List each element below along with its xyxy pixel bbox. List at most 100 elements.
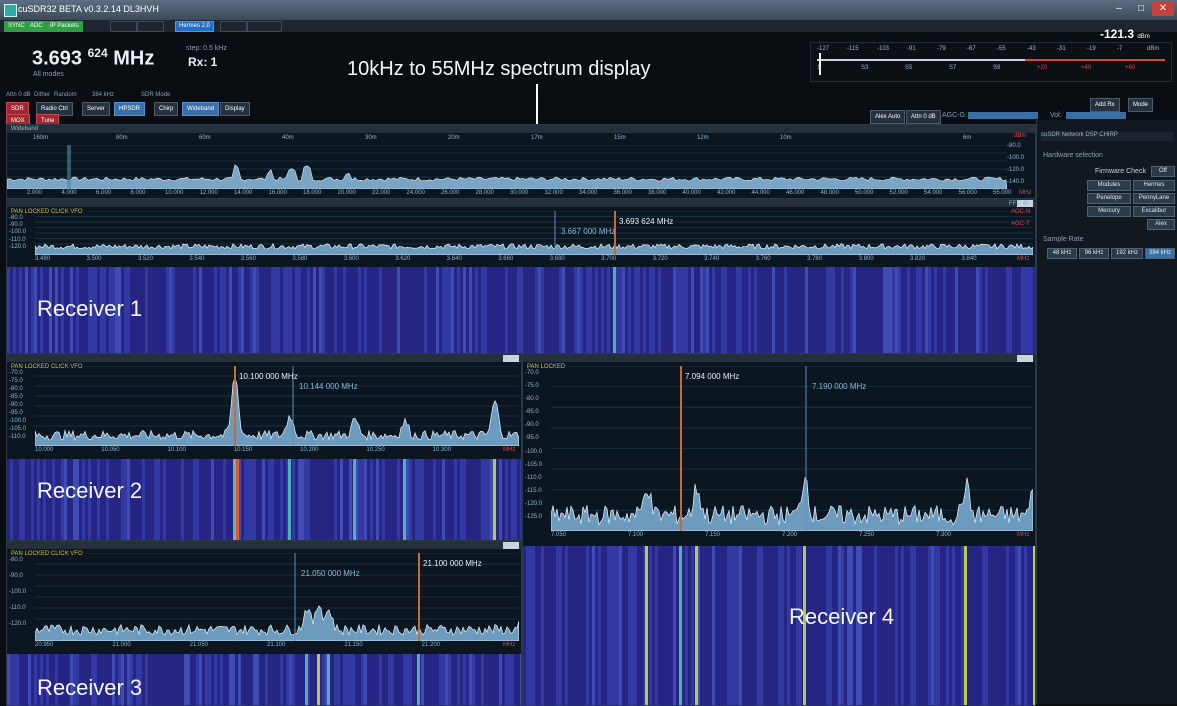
- firmware-check-toggle[interactable]: Off: [1151, 166, 1175, 177]
- waterfall-column: [274, 267, 277, 354]
- server-button[interactable]: Server: [82, 102, 110, 116]
- pennylane-button[interactable]: PennyLane: [1133, 193, 1175, 204]
- waterfall-column: [886, 267, 889, 354]
- attn-button[interactable]: Attn 0 dB: [906, 110, 941, 124]
- hardware-tab[interactable]: Hermes 2.0: [175, 21, 215, 32]
- waterfall-signal-trace: [353, 459, 356, 541]
- receiver-4-waterfall[interactable]: [523, 546, 1035, 705]
- panel-close-button[interactable]: [503, 542, 519, 549]
- random-option[interactable]: Random: [54, 92, 77, 98]
- sync-button[interactable]: SYNC: [4, 21, 29, 32]
- waterfall-column: [301, 459, 304, 541]
- waterfall-column: [241, 459, 244, 541]
- waterfall-column: [859, 546, 862, 705]
- waterfall-column: [424, 459, 427, 541]
- ip-packets-button[interactable]: IP Packets: [46, 21, 83, 32]
- frequency-tick-label: 3.780: [807, 256, 823, 262]
- rate-96-button[interactable]: 96 kHz: [1079, 248, 1109, 259]
- receiver-3-waterfall[interactable]: [7, 654, 521, 705]
- waterfall-column: [532, 267, 535, 354]
- waterfall-column: [49, 459, 52, 541]
- minimize-button[interactable]: –: [1116, 3, 1122, 14]
- waterfall-column: [676, 267, 679, 354]
- sdr-mode-option[interactable]: SDR Mode: [141, 92, 171, 98]
- receiver-spectrum[interactable]: [551, 366, 1033, 531]
- add-rx-button[interactable]: Add Rx: [1090, 98, 1120, 112]
- waterfall-column: [658, 546, 661, 705]
- waterfall-column: [256, 267, 259, 354]
- main-frequency-display[interactable]: 3.693 624 MHz: [32, 46, 154, 71]
- panel-close-button[interactable]: [1017, 355, 1033, 362]
- waterfall-column: [577, 267, 580, 354]
- excalibur-button[interactable]: Excalibur: [1133, 206, 1175, 217]
- waterfall-column: [718, 546, 721, 705]
- waterfall-column: [874, 267, 877, 354]
- waterfall-column: [940, 267, 943, 354]
- waterfall-column: [538, 267, 541, 354]
- receiver-1-waterfall[interactable]: [7, 267, 1035, 354]
- receiver-header: [523, 354, 1039, 362]
- waterfall-column: [406, 267, 409, 354]
- waterfall-column: [697, 546, 700, 705]
- modules-button[interactable]: Modules: [1087, 180, 1131, 191]
- hermes-button[interactable]: Hermes: [1133, 180, 1175, 191]
- waterfall-column: [424, 654, 427, 705]
- panel-close-button[interactable]: [1017, 200, 1033, 207]
- rate-384-button[interactable]: 384 kHz: [1145, 248, 1175, 259]
- waterfall-column: [214, 654, 217, 705]
- agc-g-slider[interactable]: [968, 112, 1038, 119]
- wideband-spectrum[interactable]: [7, 145, 1007, 189]
- hpsdr-button[interactable]: HPSDR: [114, 102, 146, 116]
- status-chip: [246, 21, 282, 32]
- waterfall-column: [73, 267, 76, 354]
- receiver-spectrum[interactable]: [35, 366, 519, 446]
- waterfall-column: [229, 459, 232, 541]
- vfo-frequency-label: 10.100 000 MHz: [239, 372, 298, 381]
- dither-option[interactable]: Dither: [34, 92, 51, 98]
- waterfall-column: [58, 459, 61, 541]
- waterfall-column: [1027, 546, 1030, 705]
- waterfall-column: [274, 459, 277, 541]
- receiver-spectrum[interactable]: [35, 553, 519, 641]
- waterfall-column: [778, 267, 781, 354]
- waterfall-column: [241, 267, 244, 354]
- adc-button[interactable]: ADC: [26, 21, 47, 32]
- frequency-fine: 624: [87, 46, 108, 60]
- waterfall-column: [160, 459, 163, 541]
- penelope-button[interactable]: Penelope: [1087, 193, 1131, 204]
- panel-close-button[interactable]: [503, 355, 519, 362]
- rx-frequency-label: 7.190 000 MHz: [812, 382, 867, 391]
- rate-48-button[interactable]: 48 kHz: [1047, 248, 1077, 259]
- alex-auto-button[interactable]: Alex Auto: [870, 110, 906, 124]
- maximize-button[interactable]: □: [1137, 3, 1145, 14]
- volume-slider[interactable]: [1066, 112, 1126, 119]
- close-window-button[interactable]: ✕: [1152, 2, 1174, 16]
- attn-option[interactable]: Attn 0 dB: [6, 92, 31, 98]
- waterfall-column: [856, 546, 859, 705]
- waterfall-column: [175, 267, 178, 354]
- wideband-button[interactable]: Wideband: [182, 102, 220, 116]
- waterfall-column: [376, 654, 379, 705]
- settings-tabs[interactable]: cuSDR Network DSP CHIRP: [1041, 132, 1173, 141]
- waterfall-column: [394, 267, 397, 354]
- chirp-button[interactable]: Chirp: [154, 102, 179, 116]
- waterfall-column: [931, 267, 934, 354]
- waterfall-column: [820, 267, 823, 354]
- receiver-spectrum[interactable]: [35, 211, 1033, 255]
- mode-button[interactable]: Mode: [1128, 98, 1154, 112]
- mercury-button[interactable]: Mercury: [1087, 206, 1131, 217]
- frequency-tick-label: 7.300: [936, 532, 952, 538]
- receiver-header: [7, 354, 525, 362]
- display-button[interactable]: Display: [220, 102, 250, 116]
- waterfall-column: [148, 459, 151, 541]
- s-meter-scale-label: -79: [937, 46, 946, 52]
- waterfall-column: [391, 654, 394, 705]
- alex-button[interactable]: Alex: [1147, 219, 1175, 230]
- waterfall-column: [643, 267, 646, 354]
- waterfall-column: [199, 267, 202, 354]
- receiver-2-waterfall[interactable]: [7, 459, 521, 541]
- waterfall-column: [961, 267, 964, 354]
- rate-192-button[interactable]: 192 kHz: [1111, 248, 1143, 259]
- samplerate-option[interactable]: 384 kHz: [92, 92, 115, 98]
- waterfall-column: [655, 546, 658, 705]
